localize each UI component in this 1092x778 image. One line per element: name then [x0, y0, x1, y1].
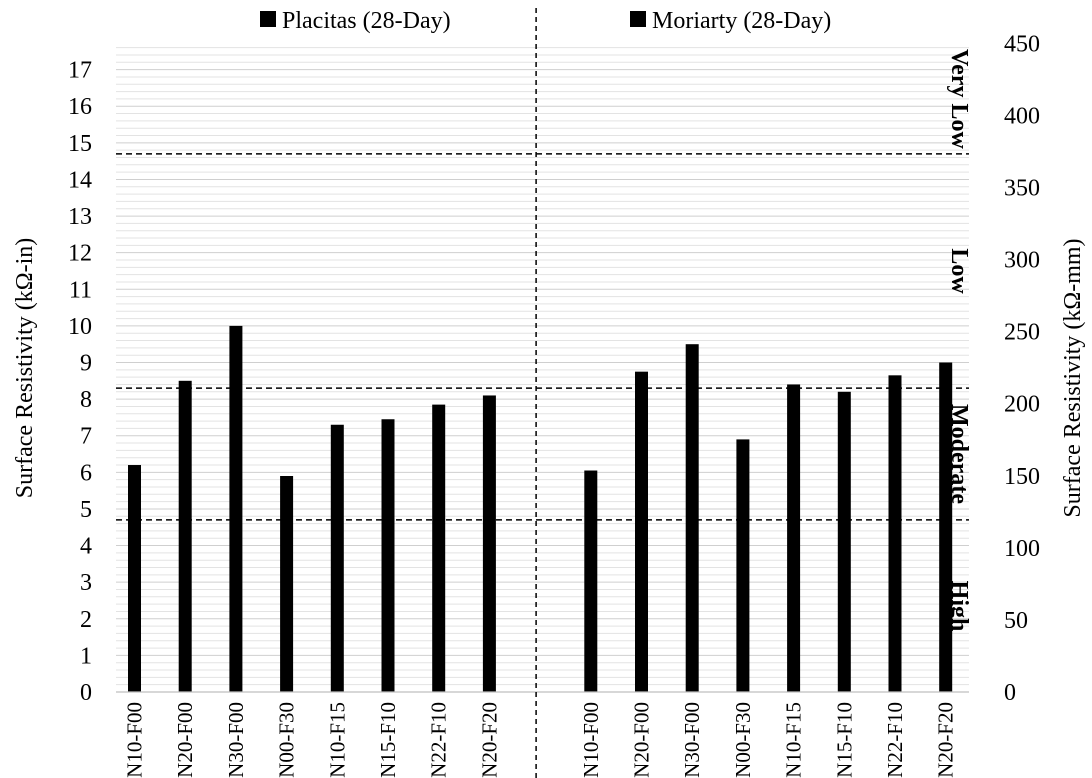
bar — [787, 384, 801, 692]
x-tick-label: P-N20-F20 — [477, 702, 501, 778]
labels: P-N10-F00 P-N20-F00 P-N30-F00 P-N00-F30 P-N1… — [12, 8, 1086, 778]
bar — [330, 424, 344, 692]
y-left-tick-label: 12 — [68, 241, 92, 267]
y-right-tick-label: 350 — [1004, 176, 1040, 202]
y-right-tick-label: 100 — [1004, 536, 1040, 562]
bar — [939, 362, 953, 692]
x-tick-label: M-N00-F30 — [731, 702, 755, 778]
y-left-tick-label: 14 — [68, 168, 92, 194]
legend-label: Moriarty (28-Day) — [652, 8, 831, 34]
legend-swatch — [630, 11, 646, 27]
axes — [116, 8, 969, 778]
y-left-tick-label: 8 — [80, 387, 92, 413]
y-right-tick-label: 300 — [1004, 248, 1040, 274]
x-tick-label: M-N20-F00 — [630, 702, 654, 778]
y-left-tick-label: 7 — [80, 424, 92, 450]
x-tick-label: M-N10-F00 — [579, 702, 603, 778]
zone-label: Low — [946, 248, 972, 294]
x-tick-label: P-N20-F00 — [173, 702, 197, 778]
y-left-tick-label: 17 — [68, 58, 92, 84]
y-left-tick-label: 11 — [69, 277, 92, 303]
bars — [128, 325, 953, 692]
y-right-tick-label: 50 — [1004, 608, 1028, 634]
y-right-tick-label: 400 — [1004, 104, 1040, 130]
gridlines — [116, 47, 969, 686]
bar — [635, 371, 648, 692]
y-right-tick-label: 150 — [1004, 464, 1040, 490]
x-tick-label: P-N10-F00 — [123, 702, 147, 778]
legend-label: Placitas (28-Day) — [282, 8, 451, 34]
bar — [736, 439, 750, 692]
zone-label: Very Low — [946, 49, 972, 149]
x-tick-label: M-N22-F10 — [883, 702, 907, 778]
bar — [888, 375, 902, 692]
x-tick-label: M-N30-F00 — [680, 702, 704, 778]
bar — [128, 465, 141, 692]
y-left-tick-label: 0 — [80, 680, 92, 706]
x-tick-label: M-N10-F15 — [782, 702, 806, 778]
y-right-tick-label: 0 — [1004, 680, 1016, 706]
x-tick-label: M-N15-F10 — [832, 702, 856, 778]
bar — [381, 419, 395, 692]
bar — [685, 344, 699, 692]
y-left-tick-label: 10 — [68, 314, 92, 340]
zone-label: Moderate — [946, 404, 972, 504]
y-left-tick-label: 16 — [68, 94, 92, 120]
y-left-tick-label: 1 — [80, 643, 92, 669]
y-right-axis-title: Surface Resistivity (kΩ-mm) — [1060, 238, 1086, 517]
y-right-tick-label: 450 — [1004, 31, 1040, 57]
x-tick-label: P-N15-F10 — [376, 702, 400, 778]
y-left-tick-label: 15 — [68, 131, 92, 157]
bar — [178, 380, 192, 692]
zone-label: High — [946, 581, 972, 632]
bar — [280, 476, 294, 692]
y-left-tick-label: 6 — [80, 460, 92, 486]
y-left-tick-label: 4 — [80, 534, 92, 560]
y-right-tick-label: 200 — [1004, 392, 1040, 418]
y-left-tick-label: 5 — [80, 497, 92, 523]
y-left-tick-label: 13 — [68, 204, 92, 230]
y-left-tick-label: 2 — [80, 607, 92, 633]
legend-swatch — [260, 11, 276, 27]
bar — [432, 404, 446, 692]
bar — [584, 470, 598, 692]
x-tick-label: P-N10-F15 — [325, 702, 349, 778]
x-tick-label: P-N22-F10 — [427, 702, 451, 778]
bar — [837, 391, 851, 692]
y-left-axis-title: Surface Resistivity (kΩ-in) — [12, 238, 38, 498]
x-tick-label: P-N30-F00 — [224, 702, 248, 778]
bar — [229, 325, 243, 692]
x-tick-label: M-N20-F20 — [934, 702, 958, 778]
y-left-tick-label: 3 — [80, 570, 92, 596]
y-right-tick-label: 250 — [1004, 320, 1040, 346]
x-tick-label: P-N00-F30 — [275, 702, 299, 778]
bar — [482, 395, 496, 692]
y-left-tick-label: 9 — [80, 351, 92, 377]
